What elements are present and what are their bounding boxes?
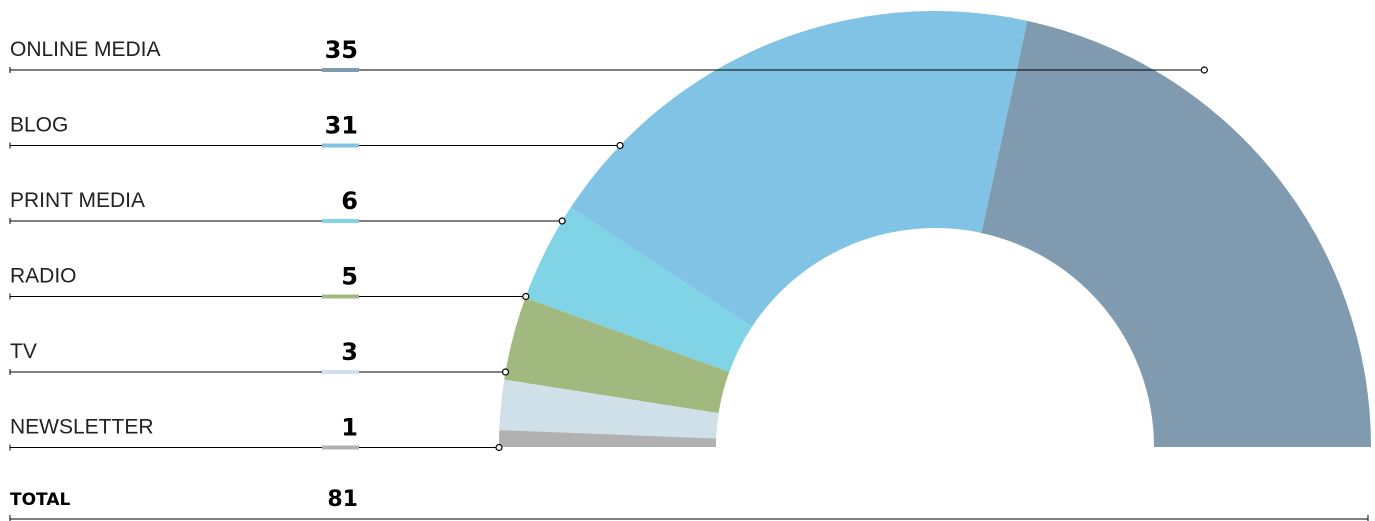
slice-tv bbox=[499, 379, 719, 439]
legend-label-online-media: ONLINE MEDIA bbox=[10, 38, 161, 61]
legend-label-blog: BLOG bbox=[10, 114, 68, 137]
leader-dot-radio bbox=[522, 292, 530, 301]
legend-swatch-tv bbox=[322, 370, 359, 374]
legend-label-radio: RADIO bbox=[10, 265, 77, 288]
legend-value-online-media: 35 bbox=[325, 36, 358, 64]
legend-label-newsletter: NEWSLETTER bbox=[10, 416, 154, 439]
legend-swatch-radio bbox=[322, 294, 359, 299]
legend-value-print-media: 6 bbox=[341, 187, 358, 215]
slice-blog bbox=[570, 11, 1028, 327]
leader-dot-tv bbox=[501, 368, 510, 376]
slice-print-media bbox=[525, 207, 753, 373]
chart-slices bbox=[499, 11, 1371, 447]
leader-dot-print-media bbox=[558, 217, 566, 225]
legend-value-newsletter: 1 bbox=[341, 414, 358, 442]
legend-swatch-blog bbox=[322, 143, 359, 148]
legend-value-radio: 5 bbox=[341, 263, 358, 291]
leader-dot-blog bbox=[616, 141, 624, 150]
slice-online-media bbox=[981, 20, 1371, 447]
leader-dot-newsletter bbox=[495, 443, 503, 452]
slice-radio bbox=[504, 297, 730, 414]
legend-swatch-print-media bbox=[322, 219, 359, 223]
leader-dot-online-media bbox=[1200, 66, 1208, 74]
slice-newsletter bbox=[499, 430, 717, 447]
legend-value-tv: 3 bbox=[341, 338, 358, 366]
total-label: TOTAL bbox=[10, 490, 70, 510]
legend-label-tv: TV bbox=[10, 340, 37, 363]
legend-value-blog: 31 bbox=[325, 112, 358, 140]
total-value: 81 bbox=[327, 487, 358, 512]
legend-label-print-media: PRINT MEDIA bbox=[10, 189, 145, 212]
chart-total: TOTAL 81 bbox=[9, 487, 1369, 521]
legend-swatch-online-media bbox=[322, 68, 359, 72]
legend-swatch-newsletter bbox=[322, 445, 359, 450]
